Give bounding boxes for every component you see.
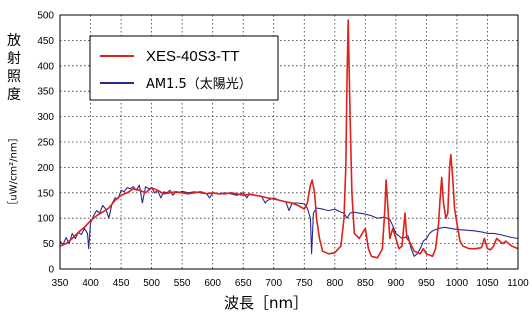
x-axis-label: 波長［nm］ [223, 294, 309, 312]
x-tick-label: 400 [82, 278, 99, 289]
x-tick-label: 350 [52, 278, 69, 289]
y-axis-label-char: 照 [7, 69, 21, 85]
x-tick-label: 450 [113, 278, 130, 289]
x-tick-label: 750 [296, 278, 313, 289]
y-axis-label: 放 射 照 度 [4, 32, 24, 104]
series-lines [59, 19, 519, 259]
x-tick-label: 1100 [507, 278, 529, 289]
y-tick-label: 0 [48, 265, 54, 276]
x-tick-label: 500 [143, 278, 160, 289]
y-tick-label: 500 [37, 11, 54, 22]
plot-border [59, 14, 519, 270]
y-tick-label: 450 [37, 36, 54, 47]
y-axis-label-char: 度 [7, 87, 21, 103]
legend: XES-40S3-TT AM1.5（太陽光） [89, 35, 279, 101]
y-tick-label: 200 [37, 163, 54, 174]
legend-label-am15: AM1.5（太陽光） [146, 77, 252, 92]
legend-label-xes: XES-40S3-TT [146, 48, 239, 65]
x-tick-label: 800 [326, 278, 343, 289]
x-tick-label: 700 [265, 278, 282, 289]
y-tick-label: 350 [37, 87, 54, 98]
y-axis-label-char: 射 [7, 51, 21, 67]
x-tick-label: 650 [235, 278, 252, 289]
x-tick-label: 1050 [476, 278, 499, 289]
x-tick-label: 550 [174, 278, 191, 289]
y-tick-label: 300 [37, 112, 54, 123]
y-tick-label: 100 [37, 214, 54, 225]
legend-box [89, 35, 279, 101]
x-tick-label: 950 [418, 278, 435, 289]
x-tick-label: 1000 [446, 278, 469, 289]
y-tick-label: 150 [37, 188, 54, 199]
y-axis-ticks: 0 50 100 150 200 250 300 350 400 450 500 [37, 11, 54, 276]
x-tick-label: 850 [357, 278, 374, 289]
y-tick-label: 50 [43, 239, 55, 250]
x-axis-ticks: 350 400 450 500 550 600 650 700 750 800 850 900 950 1… [52, 278, 530, 289]
y-axis-unit: ［uW/cm²/nm］ [8, 132, 20, 211]
x-tick-label: 600 [204, 278, 221, 289]
series-line-xes [59, 19, 519, 259]
y-tick-label: 250 [37, 138, 54, 149]
y-tick-label: 400 [37, 61, 54, 72]
y-axis-label-char: 放 [7, 33, 21, 49]
x-tick-label: 900 [388, 278, 405, 289]
